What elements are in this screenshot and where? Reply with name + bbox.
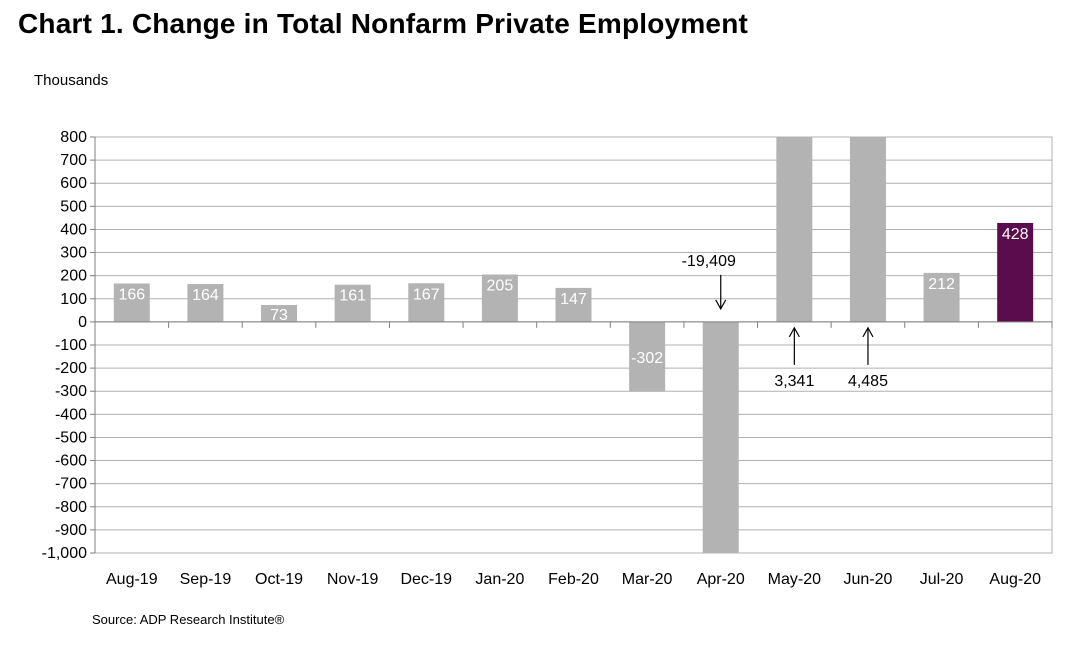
y-tick-label: 100 [60, 291, 87, 308]
y-tick-label: 200 [60, 268, 87, 285]
bar [261, 305, 298, 322]
callout-label: -19,409 [682, 253, 736, 270]
y-axis-unit-label: Thousands [34, 72, 109, 89]
x-tick-label: Apr-20 [697, 571, 745, 588]
bar-data-label: 166 [118, 287, 145, 304]
bar-data-label: 205 [487, 278, 514, 295]
y-tick-label: -200 [55, 360, 87, 377]
bar-data-label: -302 [631, 350, 663, 367]
callout-arrowhead [862, 326, 874, 338]
x-tick-label: Sep-19 [180, 571, 232, 588]
bar [481, 274, 518, 322]
y-tick-label: 0 [78, 314, 87, 331]
callout-label: 4,485 [848, 373, 888, 390]
x-tick-label: Jun-20 [844, 571, 893, 588]
y-tick-label: -900 [55, 522, 87, 539]
x-tick-label: Aug-19 [106, 571, 158, 588]
callout-arrowhead [788, 326, 800, 338]
axes [90, 136, 1053, 554]
bar-data-label: 73 [270, 307, 288, 324]
bar [997, 222, 1034, 322]
bar [555, 287, 592, 322]
bar [408, 283, 445, 322]
x-tick-label: Oct-19 [255, 571, 303, 588]
bar [849, 137, 886, 322]
bar-data-label: 212 [928, 276, 955, 293]
x-tick-label: Nov-19 [327, 571, 379, 588]
labels: 800 700 600 500 400 300 200 100 0 -100 -200 -300 -40… [42, 129, 1041, 588]
bar [334, 284, 371, 322]
bar-data-label: 428 [1002, 226, 1029, 243]
y-tick-label: 700 [60, 152, 87, 169]
y-tick-label: -100 [55, 337, 87, 354]
y-tick-label: 800 [60, 129, 87, 146]
x-tick-label: Feb-20 [548, 571, 599, 588]
y-tick-label: 400 [60, 221, 87, 238]
bar [113, 283, 150, 322]
y-tick-label: 600 [60, 175, 87, 192]
source-note: Source: ADP Research Institute® [92, 612, 285, 627]
x-tick-label: Aug-20 [989, 571, 1041, 588]
x-tick-label: Jan-20 [475, 571, 524, 588]
gridlines [94, 136, 1053, 554]
bars [113, 137, 1034, 553]
y-tick-label: -1,000 [42, 545, 87, 562]
bar [629, 321, 666, 392]
y-tick-label: -700 [55, 476, 87, 493]
y-tick-label: -300 [55, 383, 87, 400]
callout-arrowhead [715, 299, 727, 311]
y-tick-label: -500 [55, 429, 87, 446]
x-tick-label: May-20 [768, 571, 821, 588]
bar-data-label: 164 [192, 287, 219, 304]
bar [776, 137, 813, 322]
x-tick-label: Dec-19 [400, 571, 452, 588]
x-tick-label: Mar-20 [622, 571, 673, 588]
y-tick-label: -400 [55, 406, 87, 423]
bar-data-label: 147 [560, 291, 587, 308]
y-tick-label: 300 [60, 245, 87, 262]
callout-label: 3,341 [774, 373, 814, 390]
bar-data-label: 161 [339, 288, 366, 305]
chart-title: Chart 1. Change in Total Nonfarm Private… [18, 8, 749, 39]
bar [923, 272, 960, 322]
y-tick-label: -800 [55, 499, 87, 516]
bar-data-label: 167 [413, 286, 440, 303]
y-tick-label: 500 [60, 198, 87, 215]
bar [187, 283, 224, 322]
x-tick-label: Jul-20 [920, 571, 964, 588]
bar [702, 321, 739, 553]
y-tick-label: -600 [55, 453, 87, 470]
